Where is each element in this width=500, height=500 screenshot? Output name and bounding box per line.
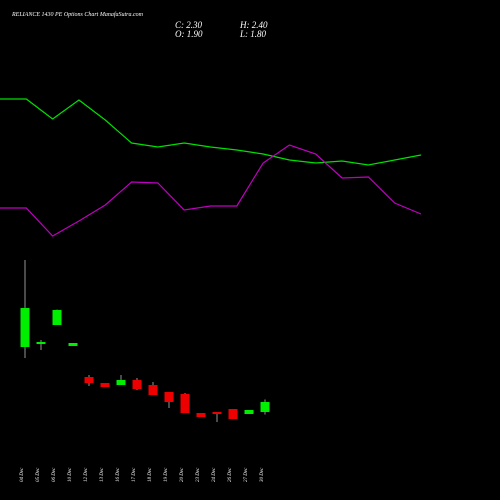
open-label: O: 1.90 — [175, 29, 203, 39]
x-tick-label: 10 Dec — [68, 467, 73, 482]
candle-body — [36, 342, 46, 344]
close-label: C: 2.30 — [175, 20, 203, 30]
candle-body — [116, 380, 126, 385]
x-tick-label: 12 Dec — [84, 467, 89, 482]
x-tick-label: 19 Dec — [164, 467, 169, 482]
candle-body — [164, 392, 174, 402]
x-tick-label: 04 Dec — [20, 467, 25, 482]
x-tick-label: 23 Dec — [196, 467, 201, 482]
candle-body — [20, 308, 30, 347]
x-tick-label: 30 Dec — [260, 467, 265, 482]
x-tick-label: 26 Dec — [228, 467, 233, 482]
chart-title: RELIANCE 1430 PE Options Chart ManafaSut… — [11, 11, 144, 18]
indicator-line — [0, 144, 422, 237]
x-tick-label: 17 Dec — [132, 467, 137, 482]
candle-body — [52, 310, 62, 325]
candle-body — [180, 394, 190, 413]
candle-body — [244, 410, 254, 414]
x-tick-label: 16 Dec — [116, 467, 121, 482]
x-tick-label: 20 Dec — [180, 467, 185, 482]
high-label: H: 2.40 — [239, 20, 268, 30]
candle-body — [132, 380, 142, 389]
x-tick-label: 27 Dec — [244, 467, 249, 482]
candle-body — [196, 413, 206, 417]
x-tick-label: 24 Dec — [212, 467, 217, 482]
candle-body — [148, 385, 158, 395]
candle-body — [260, 402, 270, 412]
x-tick-label: 18 Dec — [148, 467, 153, 482]
x-tick-label: 13 Dec — [100, 467, 105, 482]
candle-body — [228, 409, 238, 419]
indicator-line — [0, 98, 422, 166]
low-label: L: 1.80 — [239, 29, 267, 39]
candle-body — [212, 412, 222, 414]
candle-body — [68, 343, 78, 346]
x-tick-label: 06 Dec — [52, 467, 57, 482]
candle-body — [100, 383, 110, 387]
candle-body — [84, 377, 94, 383]
x-tick-label: 05 Dec — [36, 467, 41, 482]
